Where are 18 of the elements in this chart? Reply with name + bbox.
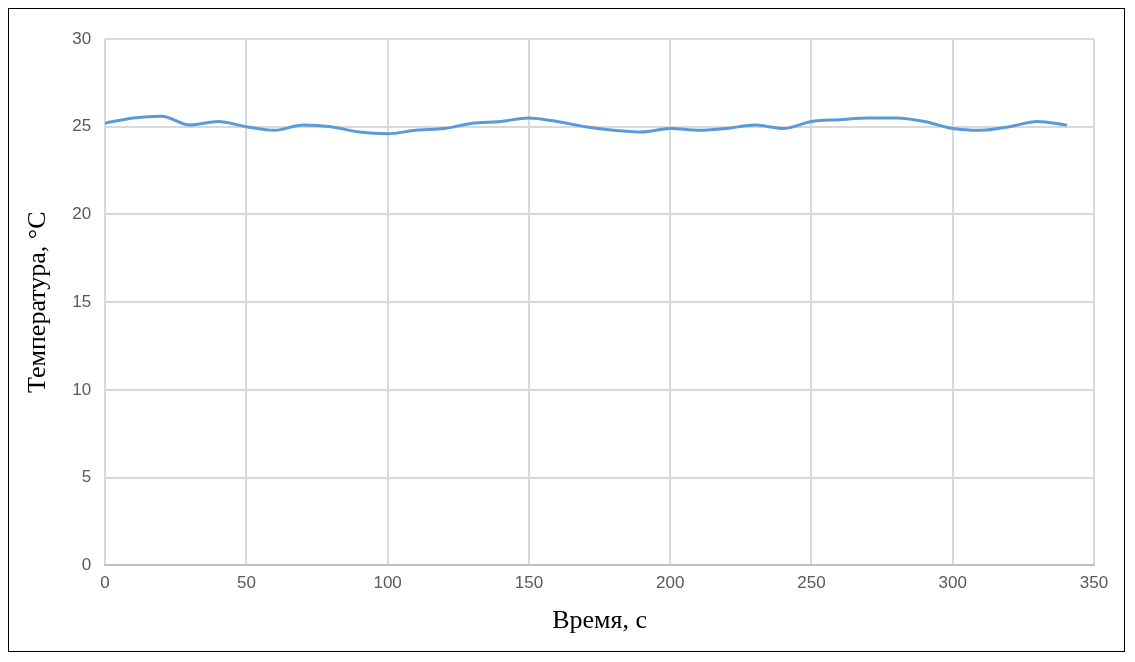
x-tick-label: 100 [373, 573, 402, 593]
y-tick-label: 30 [72, 28, 92, 48]
line-series [105, 114, 1068, 136]
x-tick-label: 0 [100, 573, 110, 593]
y-tick-label: 20 [72, 204, 92, 224]
x-tick-label: 200 [656, 573, 685, 593]
x-tick-label: 250 [797, 573, 826, 593]
y-tick-label: 5 [81, 467, 92, 487]
x-tick-label: 50 [236, 573, 256, 593]
y-tick-label: 0 [81, 555, 92, 575]
y-tick-label: 25 [72, 116, 92, 136]
x-tick-label: 350 [1079, 573, 1109, 593]
y-axis-title: Температура, °С [22, 211, 52, 393]
y-tick-label: 10 [72, 379, 92, 399]
x-tick-label: 300 [938, 573, 967, 593]
x-tick-label: 150 [514, 573, 544, 593]
y-tick-label: 15 [72, 291, 92, 311]
x-axis-title: Время, с [552, 605, 647, 635]
